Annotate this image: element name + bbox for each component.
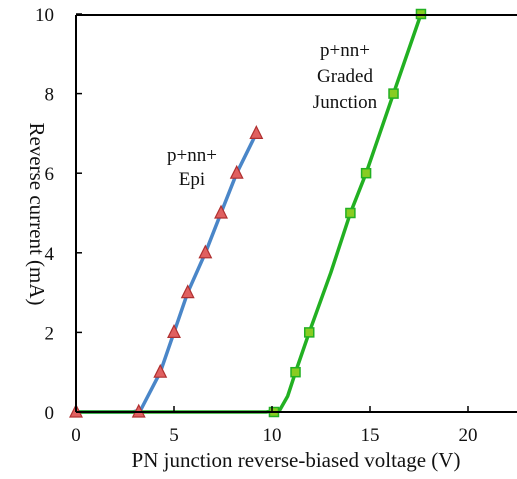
series-annotation: p+nn+: [167, 145, 217, 166]
data-point-triangle: [229, 164, 244, 179]
data-point-square: [303, 327, 315, 338]
data-point-square: [290, 366, 301, 378]
x-tick-label: 5: [169, 425, 179, 446]
x-axis-label: PN junction reverse-biased voltage (V): [132, 448, 461, 472]
data-point-triangle: [214, 204, 229, 219]
data-point-triangle: [153, 363, 168, 378]
x-tick-label: 0: [71, 425, 81, 446]
y-tick-label: 10: [35, 5, 54, 26]
data-point-square: [360, 167, 372, 179]
data-point-triangle: [198, 244, 213, 259]
x-tick-label: 10: [263, 425, 282, 446]
y-tick-label: 0: [45, 403, 55, 424]
y-tick-label: 2: [45, 323, 55, 344]
data-point-triangle: [249, 125, 264, 139]
series-annotation: Junction: [313, 92, 378, 113]
series-line-0: [74, 131, 259, 414]
x-tick-label: 20: [459, 425, 478, 446]
series-annotation: p+nn+: [320, 40, 370, 61]
data-point-triangle: [180, 284, 195, 299]
series-annotation: Epi: [179, 169, 205, 190]
y-tick-label: 6: [45, 164, 55, 185]
data-point-triangle: [167, 324, 181, 338]
data-point-square: [345, 207, 356, 219]
data-point-square: [388, 88, 399, 99]
axis-layer: [75, 13, 517, 413]
x-tick-label: 15: [361, 425, 380, 446]
y-axis-label: Reverse current (mA): [25, 122, 49, 305]
y-tick-label: 4: [45, 244, 55, 265]
series-annotation: Graded: [317, 66, 373, 87]
y-tick-label: 8: [45, 85, 55, 106]
